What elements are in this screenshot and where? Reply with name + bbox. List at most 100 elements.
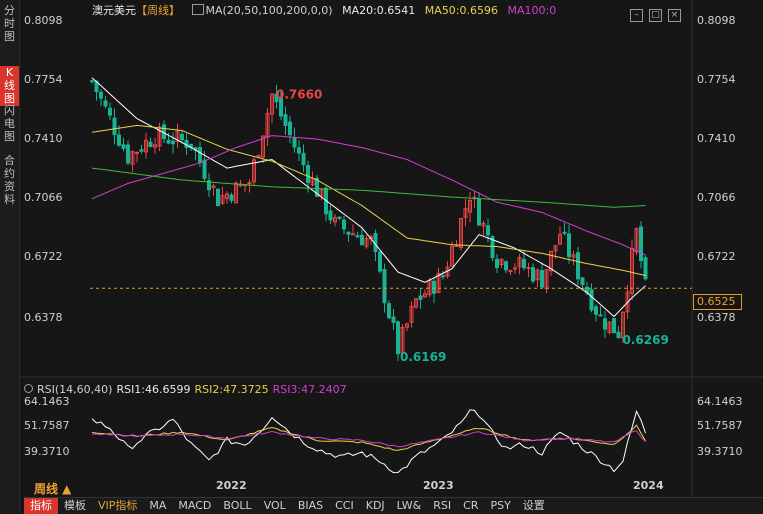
candle-down xyxy=(639,226,643,261)
candle-down xyxy=(441,275,445,278)
candle-up xyxy=(463,208,468,218)
candle-down xyxy=(495,258,499,269)
rsi-axis-right-0: 64.1463 xyxy=(697,395,743,408)
tab-settings[interactable]: 设置 xyxy=(522,499,545,512)
candle-down xyxy=(346,231,351,235)
candle-down xyxy=(355,235,360,238)
rsi3-value: RSI3:47.2407 xyxy=(272,383,347,396)
ma-params: MA(20,50,100,200,0,0) xyxy=(205,4,333,17)
ma50-value: MA50:0.6596 xyxy=(424,4,499,17)
candle-up xyxy=(270,93,274,115)
price-axis-left-5: 0.6378 xyxy=(24,311,63,324)
candle-up xyxy=(571,254,576,258)
minimize-icon[interactable]: – xyxy=(630,9,643,22)
candle-up xyxy=(553,245,558,252)
candle-down xyxy=(207,180,211,191)
candle-down xyxy=(382,269,387,304)
candle-up xyxy=(175,130,180,142)
tab-bias[interactable]: BIAS xyxy=(297,499,324,512)
tab-vip-indicators[interactable]: VIP指标 xyxy=(98,499,138,512)
candle-down xyxy=(580,277,585,285)
candle-down xyxy=(202,159,207,179)
ma20-value: MA20:0.6541 xyxy=(342,4,416,17)
candle-up xyxy=(252,159,256,183)
candle-down xyxy=(387,303,391,319)
candle-up xyxy=(468,199,472,213)
candle-down xyxy=(90,80,94,83)
candle-up xyxy=(436,272,441,293)
tab-rsi[interactable]: RSI xyxy=(433,499,452,512)
candle-up xyxy=(517,257,522,268)
candle-down xyxy=(180,133,184,141)
candle-down xyxy=(279,97,283,117)
indicator-tab-bar: 指标 模板 VIP指标 MA MACD BOLL VOL BIAS CCI KDJ LW& RSI CR… xyxy=(24,497,763,514)
close-icon[interactable]: × xyxy=(668,9,681,22)
tab-cci[interactable]: CCI xyxy=(335,499,354,512)
candle-up xyxy=(535,269,540,281)
tab-lw[interactable]: LW& xyxy=(396,499,422,512)
candle-down xyxy=(274,93,279,103)
candle-up xyxy=(508,270,513,273)
restore-icon[interactable]: □ xyxy=(649,9,662,22)
price-axis-right-1: 0.7754 xyxy=(697,73,736,86)
side-tab-bar: 分 时 图 K 线 图 闪 电 图 合 约 资 料 xyxy=(0,0,20,513)
candle-down xyxy=(297,147,301,154)
tab-ma[interactable]: MA xyxy=(149,499,167,512)
candle-down xyxy=(522,258,526,269)
rsi-params: RSI(14,60,40) xyxy=(37,383,113,396)
candle-down xyxy=(139,149,144,152)
candle-down xyxy=(342,219,346,230)
candle-up xyxy=(400,327,405,354)
tab-template[interactable]: 模板 xyxy=(64,499,86,512)
candle-down xyxy=(396,321,400,355)
candle-down xyxy=(567,233,571,258)
tab-indicators[interactable]: 指标 xyxy=(24,498,58,514)
candle-down xyxy=(301,152,306,166)
candle-down xyxy=(337,216,342,219)
year-label-2022: 2022 xyxy=(216,479,247,492)
candle-down xyxy=(391,316,396,323)
candle-down xyxy=(166,139,171,144)
candle-up xyxy=(153,144,157,148)
rsi-legend: RSI(14,60,40) RSI1:46.6599 RSI2:47.3725 RSI… xyxy=(24,383,351,396)
ma-lines-layer xyxy=(91,77,646,318)
candle-down xyxy=(360,234,364,246)
rsi-axis-left-1: 51.7587 xyxy=(24,419,70,432)
tab-boll[interactable]: BOLL xyxy=(223,499,252,512)
tab-kdj[interactable]: KDJ xyxy=(365,499,385,512)
symbol-name: 澳元美元 xyxy=(92,4,136,17)
rsi-settings-icon[interactable] xyxy=(24,384,33,393)
annotation-low-2: 0.6269 xyxy=(623,333,669,347)
candle-down xyxy=(598,314,603,317)
candle-down xyxy=(378,251,382,272)
ma-settings-icon[interactable] xyxy=(191,4,204,15)
price-axis-right-2: 0.7410 xyxy=(697,132,736,145)
candle-up xyxy=(414,298,418,308)
tab-psy[interactable]: PSY xyxy=(490,499,511,512)
tab-contract-info[interactable]: 合 约 资 料 xyxy=(4,154,15,206)
candle-up xyxy=(549,250,553,272)
period-selector[interactable]: 周线 ▲ xyxy=(34,482,72,496)
annotation-low-1: 0.6169 xyxy=(400,350,446,364)
candle-up xyxy=(450,245,454,267)
tab-kline-chart[interactable]: K 线 图 xyxy=(0,66,19,106)
tab-macd[interactable]: MACD xyxy=(178,499,212,512)
tab-time-chart[interactable]: 分 时 图 xyxy=(4,4,15,43)
price-axis-left-0: 0.8098 xyxy=(24,14,63,27)
ma200-line xyxy=(91,167,646,208)
year-label-2024: 2024 xyxy=(633,479,664,492)
candle-up xyxy=(625,291,630,313)
candle-up xyxy=(247,182,252,185)
annotation-high: 0.7660 xyxy=(276,88,322,102)
candle-down xyxy=(112,117,117,136)
candle-up xyxy=(558,233,562,245)
candle-down xyxy=(576,252,580,280)
candle-up xyxy=(333,217,337,223)
tab-flash-chart[interactable]: 闪 电 图 xyxy=(4,104,15,143)
candle-up xyxy=(621,311,625,339)
candle-down xyxy=(117,134,121,146)
rsi3-line xyxy=(91,430,646,448)
tab-cr[interactable]: CR xyxy=(463,499,479,512)
tab-vol[interactable]: VOL xyxy=(263,499,286,512)
